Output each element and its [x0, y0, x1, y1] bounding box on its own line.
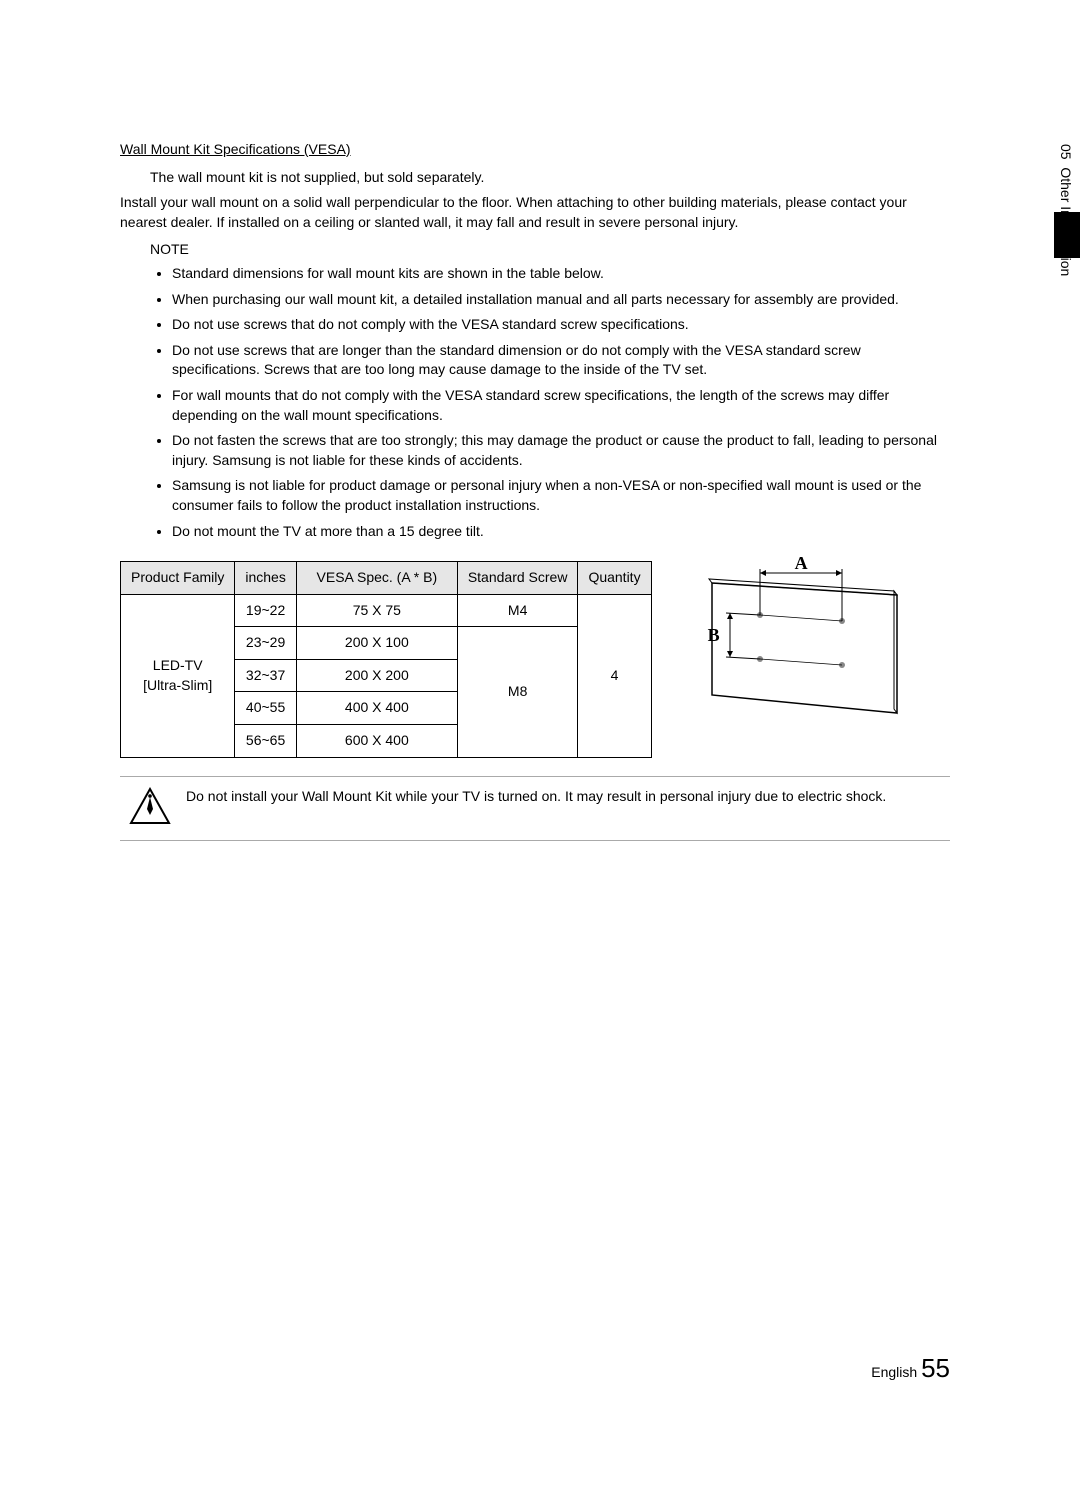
note-item: Do not fasten the screws that are too st…: [172, 431, 950, 470]
warning-text: Do not install your Wall Mount Kit while…: [180, 787, 950, 807]
td-qty: 4: [578, 594, 651, 757]
td-screw: M4: [457, 594, 578, 627]
page-footer: English 55: [871, 1353, 950, 1384]
side-tab: 05 Other Information: [1054, 140, 1080, 380]
note-item: Do not use screws that are longer than t…: [172, 341, 950, 380]
side-tab-num: 05: [1058, 144, 1074, 160]
td-inches: 40~55: [235, 692, 296, 725]
warning-icon: [120, 787, 180, 831]
notes-list: Standard dimensions for wall mount kits …: [120, 264, 950, 541]
footer-page-number: 55: [921, 1353, 950, 1383]
note-item: For wall mounts that do not comply with …: [172, 386, 950, 425]
table-diagram-row: Product Family inches VESA Spec. (A * B)…: [120, 551, 950, 758]
td-vesa: 200 X 200: [296, 659, 457, 692]
note-label: NOTE: [120, 240, 950, 260]
td-vesa: 600 X 400: [296, 725, 457, 758]
table-row: LED-TV [Ultra-Slim] 19~22 75 X 75 M4 4: [121, 594, 652, 627]
th-qty: Quantity: [578, 562, 651, 595]
td-family: LED-TV [Ultra-Slim]: [121, 594, 235, 757]
td-inches: 56~65: [235, 725, 296, 758]
diagram-label-b: B: [708, 623, 720, 648]
td-inches: 19~22: [235, 594, 296, 627]
td-vesa: 75 X 75: [296, 594, 457, 627]
intro-kit-line: The wall mount kit is not supplied, but …: [120, 168, 950, 188]
td-vesa: 400 X 400: [296, 692, 457, 725]
spec-table: Product Family inches VESA Spec. (A * B)…: [120, 561, 652, 758]
side-tab-marker: [1054, 212, 1080, 258]
page-content: Wall Mount Kit Speciﬁcations (VESA) The …: [120, 140, 950, 841]
th-inches: inches: [235, 562, 296, 595]
warning-row: Do not install your Wall Mount Kit while…: [120, 776, 950, 842]
td-inches: 32~37: [235, 659, 296, 692]
intro-paragraph: Install your wall mount on a solid wall …: [120, 193, 950, 232]
footer-lang: English: [871, 1364, 917, 1380]
th-family: Product Family: [121, 562, 235, 595]
td-screw-m8: M8: [457, 627, 578, 757]
td-vesa: 200 X 100: [296, 627, 457, 660]
section-title: Wall Mount Kit Speciﬁcations (VESA): [120, 140, 950, 160]
note-item: Samsung is not liable for product damage…: [172, 476, 950, 515]
td-inches: 23~29: [235, 627, 296, 660]
note-item: Standard dimensions for wall mount kits …: [172, 264, 950, 284]
note-item: Do not mount the TV at more than a 15 de…: [172, 522, 950, 542]
vesa-diagram: A B: [682, 555, 912, 715]
th-screw: Standard Screw: [457, 562, 578, 595]
th-vesa: VESA Spec. (A * B): [296, 562, 457, 595]
note-item: When purchasing our wall mount kit, a de…: [172, 290, 950, 310]
table-header-row: Product Family inches VESA Spec. (A * B)…: [121, 562, 652, 595]
diagram-label-a: A: [795, 551, 808, 576]
note-item: Do not use screws that do not comply wit…: [172, 315, 950, 335]
